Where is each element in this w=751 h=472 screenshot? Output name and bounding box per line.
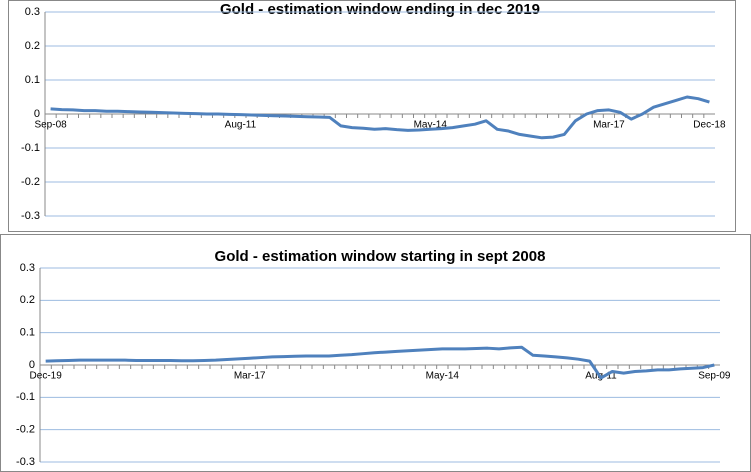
y-tick-label: -0.3 [16,456,35,468]
x-tick-label: Mar-17 [593,120,625,131]
chart-title: Gold - estimation window starting in sep… [215,248,546,265]
x-tick-label: Sep-08 [34,120,67,131]
y-tick-label: -0.1 [21,142,40,154]
data-line [50,95,710,140]
y-tick-label: 0.3 [20,262,35,274]
x-tick-label: Dec-18 [693,120,726,131]
y-tick-label: 0.1 [25,74,40,86]
x-tick-label: May-14 [414,120,448,131]
data-line [45,345,715,380]
y-tick-label: -0.2 [16,424,35,436]
y-tick-label: 0.2 [20,294,35,306]
y-tick-label: -0.2 [21,176,40,188]
y-tick-label: 0.1 [20,327,35,339]
x-tick-label: Dec-19 [30,371,63,382]
y-tick-label: 0 [29,359,35,371]
y-tick-label: -0.3 [21,210,40,222]
y-tick-label: -0.1 [16,391,35,403]
x-tick-label: Sep-09 [698,371,731,382]
chart-title: Gold - estimation window ending in dec 2… [220,1,540,18]
y-tick-label: 0.3 [25,6,40,18]
y-tick-label: 0.2 [25,40,40,52]
y-tick-label: 0 [34,108,40,120]
x-tick-label: Aug-11 [225,120,257,131]
x-tick-label: Mar-17 [234,371,266,382]
x-tick-label: May-14 [426,371,460,382]
